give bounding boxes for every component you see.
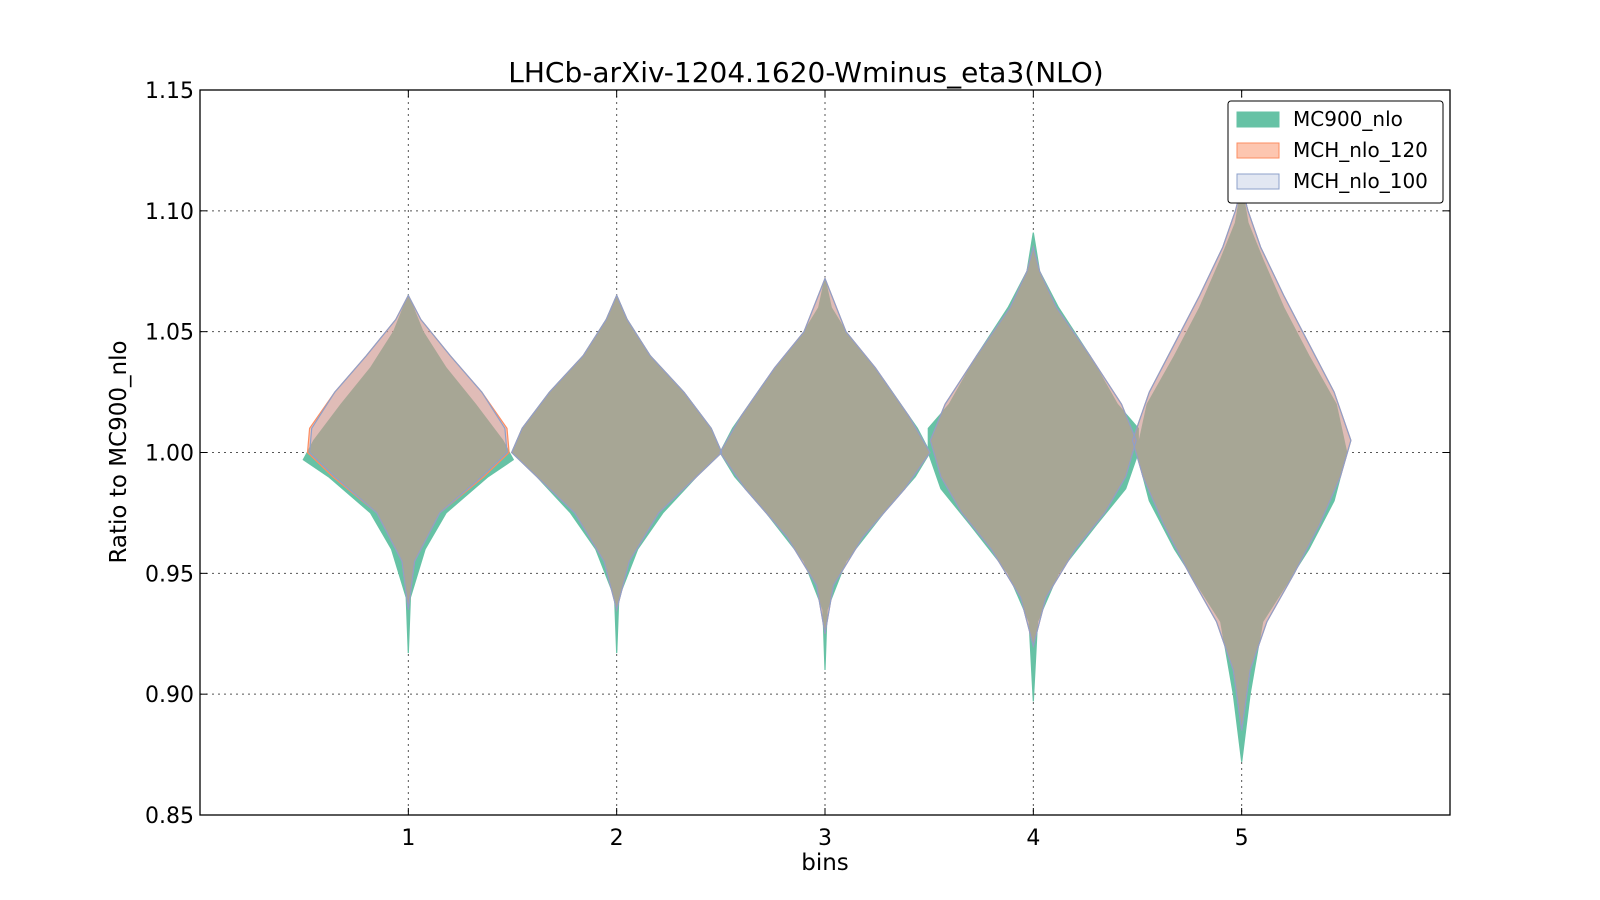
legend-swatch <box>1236 173 1280 190</box>
legend-label: MCH_nlo_100 <box>1293 169 1428 193</box>
x-tick-label: 5 <box>1235 826 1249 851</box>
violin-MCH_nlo_100-bin-2 <box>510 293 723 612</box>
legend-swatch <box>1236 142 1280 159</box>
legend-box <box>1227 100 1444 204</box>
x-tick-label: 2 <box>610 826 624 851</box>
violin-MCH_nlo_100-bin-4 <box>929 244 1137 649</box>
violins-layer <box>302 184 1352 762</box>
legend-label: MCH_nlo_120 <box>1293 138 1428 162</box>
y-tick-label: 1.10 <box>145 200 194 225</box>
violin-MCH_nlo_100-bin-3 <box>719 276 931 634</box>
x-axis-label: bins <box>801 850 849 876</box>
y-tick-label: 0.85 <box>145 804 194 829</box>
y-tick-label: 1.15 <box>145 79 194 104</box>
y-tick-label: 0.90 <box>145 683 194 708</box>
legend: MC900_nlo MCH_nlo_120 MCH_nlo_100 <box>1227 100 1444 204</box>
y-axis-ticks: 0.85 0.90 0.95 1.00 1.05 1.10 1.15 <box>145 79 1450 829</box>
y-tick-label: 0.95 <box>145 562 194 587</box>
y-axis-label: Ratio to MC900_nlo <box>106 340 132 563</box>
x-tick-label: 1 <box>401 826 415 851</box>
violin-MCH_nlo_100-bin-1 <box>308 294 508 610</box>
y-tick-label: 1.05 <box>145 321 194 346</box>
x-tick-label: 3 <box>818 826 832 851</box>
x-axis-ticks: 1 2 3 4 5 <box>401 90 1249 851</box>
x-tick-label: 4 <box>1026 826 1040 851</box>
legend-label: MC900_nlo <box>1293 107 1403 131</box>
legend-swatch <box>1236 111 1280 128</box>
y-tick-label: 1.00 <box>145 442 194 467</box>
chart-title: LHCb-arXiv-1204.1620-Wminus_eta3(NLO) <box>508 56 1103 89</box>
